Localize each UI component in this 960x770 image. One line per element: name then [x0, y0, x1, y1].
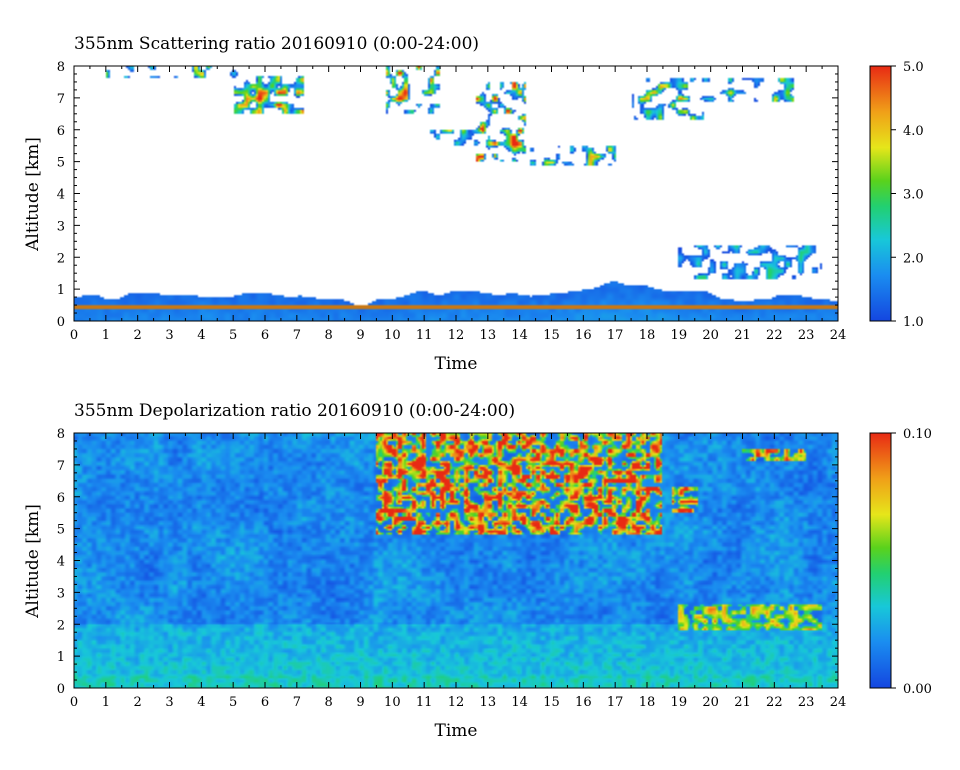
x-tick-label: 24	[830, 328, 847, 343]
scattering-y-axis: 0 1 2 3 4 5 6 7 8	[57, 60, 838, 330]
x-tick-label: 0	[70, 695, 78, 710]
x-tick-label: 21	[734, 328, 751, 343]
x-tick-label: 10	[384, 695, 401, 710]
x-tick-label: 14	[511, 328, 528, 343]
colorbar-tick-label: 2.0	[903, 251, 924, 266]
x-tick-label: 17	[607, 695, 624, 710]
x-tick-label: 9	[356, 695, 364, 710]
depolarization-y-axis-label: Altitude [km]	[23, 504, 43, 619]
x-tick-label: 12	[448, 328, 465, 343]
x-tick-label: 12	[448, 695, 465, 710]
x-tick-label: 13	[480, 695, 497, 710]
x-tick-label: 5	[229, 328, 237, 343]
depolarization-colorbar	[869, 432, 892, 689]
x-tick-label: 13	[480, 328, 497, 343]
y-tick-label: 2	[57, 251, 65, 266]
depolarization-ratio-panel: 355nm Depolarization ratio 20160910 (0:0…	[23, 401, 932, 741]
y-tick-label: 3	[57, 586, 65, 601]
x-tick-label: 7	[293, 328, 301, 343]
x-tick-label: 9	[356, 328, 364, 343]
x-tick-label: 7	[293, 695, 301, 710]
depolarization-chart-title: 355nm Depolarization ratio 20160910 (0:0…	[74, 401, 515, 421]
x-tick-label: 15	[543, 328, 560, 343]
y-tick-label: 4	[57, 188, 65, 203]
x-tick-label: 17	[607, 328, 624, 343]
x-tick-label: 23	[798, 695, 815, 710]
x-tick-label: 15	[543, 695, 560, 710]
y-tick-label: 5	[57, 523, 65, 538]
colorbar-tick-label: 1.0	[903, 315, 924, 330]
x-tick-label: 23	[798, 328, 815, 343]
y-tick-label: 4	[57, 555, 65, 570]
y-tick-label: 5	[57, 156, 65, 171]
x-tick-label: 6	[261, 695, 269, 710]
y-tick-label: 2	[57, 618, 65, 633]
x-tick-label: 16	[575, 695, 592, 710]
x-tick-label: 6	[261, 328, 269, 343]
y-tick-label: 7	[57, 92, 65, 107]
colorbar-tick-label: 5.0	[903, 60, 924, 75]
y-tick-label: 0	[57, 682, 65, 697]
x-tick-label: 14	[511, 695, 528, 710]
x-tick-label: 21	[734, 695, 751, 710]
x-tick-label: 19	[671, 695, 688, 710]
x-tick-label: 18	[639, 695, 656, 710]
x-tick-label: 1	[102, 695, 110, 710]
x-tick-label: 16	[575, 328, 592, 343]
x-tick-label: 0	[70, 328, 78, 343]
x-tick-label: 5	[229, 695, 237, 710]
x-tick-label: 22	[766, 695, 783, 710]
y-tick-label: 1	[57, 283, 65, 298]
colorbar-tick-label: 0.00	[903, 682, 932, 697]
y-tick-label: 0	[57, 315, 65, 330]
x-tick-label: 22	[766, 328, 783, 343]
x-tick-label: 20	[702, 695, 719, 710]
y-tick-label: 3	[57, 219, 65, 234]
y-tick-label: 7	[57, 459, 65, 474]
x-tick-label: 20	[702, 328, 719, 343]
x-tick-label: 8	[325, 695, 333, 710]
x-tick-label: 3	[165, 328, 173, 343]
depolarization-x-axis-label: Time	[435, 721, 478, 741]
x-tick-label: 2	[134, 695, 142, 710]
colorbar-tick-label: 0.10	[903, 427, 932, 442]
depolarization-heatmap-image	[74, 433, 838, 688]
x-tick-label: 11	[416, 695, 433, 710]
scattering-colorbar-ticks: 1.0 2.0 3.0 4.0 5.0	[891, 60, 924, 330]
x-tick-label: 3	[165, 695, 173, 710]
y-tick-label: 8	[57, 60, 65, 75]
x-tick-label: 10	[384, 328, 401, 343]
y-tick-label: 6	[57, 124, 65, 139]
scattering-chart-title: 355nm Scattering ratio 20160910 (0:00-24…	[74, 34, 479, 54]
scattering-colorbar	[869, 65, 892, 322]
colorbar-tick-label: 3.0	[903, 188, 924, 203]
x-tick-label: 4	[197, 328, 205, 343]
x-tick-label: 1	[102, 328, 110, 343]
y-tick-label: 1	[57, 650, 65, 665]
scattering-x-axis: 0 1 2 3 4 5 6 7 8 9 10 11 12 13 14 15 16 17 18 19 20 21 22 23 24	[70, 66, 846, 343]
x-tick-label: 8	[325, 328, 333, 343]
x-tick-label: 18	[639, 328, 656, 343]
scattering-x-axis-label: Time	[435, 354, 478, 374]
x-tick-label: 11	[416, 328, 433, 343]
depolarization-x-axis: 0 1 2 3 4 5 6 7 8 9 10 11 12 13 14 15 16 17 18 19 20 21 22 23 24	[70, 433, 846, 710]
colorbar-tick-label: 4.0	[903, 124, 924, 139]
x-tick-label: 24	[830, 695, 847, 710]
scattering-y-axis-label: Altitude [km]	[23, 137, 43, 252]
scattering-ratio-panel: 355nm Scattering ratio 20160910 (0:00-24…	[23, 34, 924, 374]
y-tick-label: 8	[57, 427, 65, 442]
y-tick-label: 6	[57, 491, 65, 506]
x-tick-label: 4	[197, 695, 205, 710]
depolarization-colorbar-ticks: 0.00 0.10	[891, 427, 932, 697]
x-tick-label: 19	[671, 328, 688, 343]
depolarization-y-axis: 0 1 2 3 4 5 6 7 8	[57, 427, 838, 697]
scattering-heatmap-image	[74, 66, 838, 321]
x-tick-label: 2	[134, 328, 142, 343]
